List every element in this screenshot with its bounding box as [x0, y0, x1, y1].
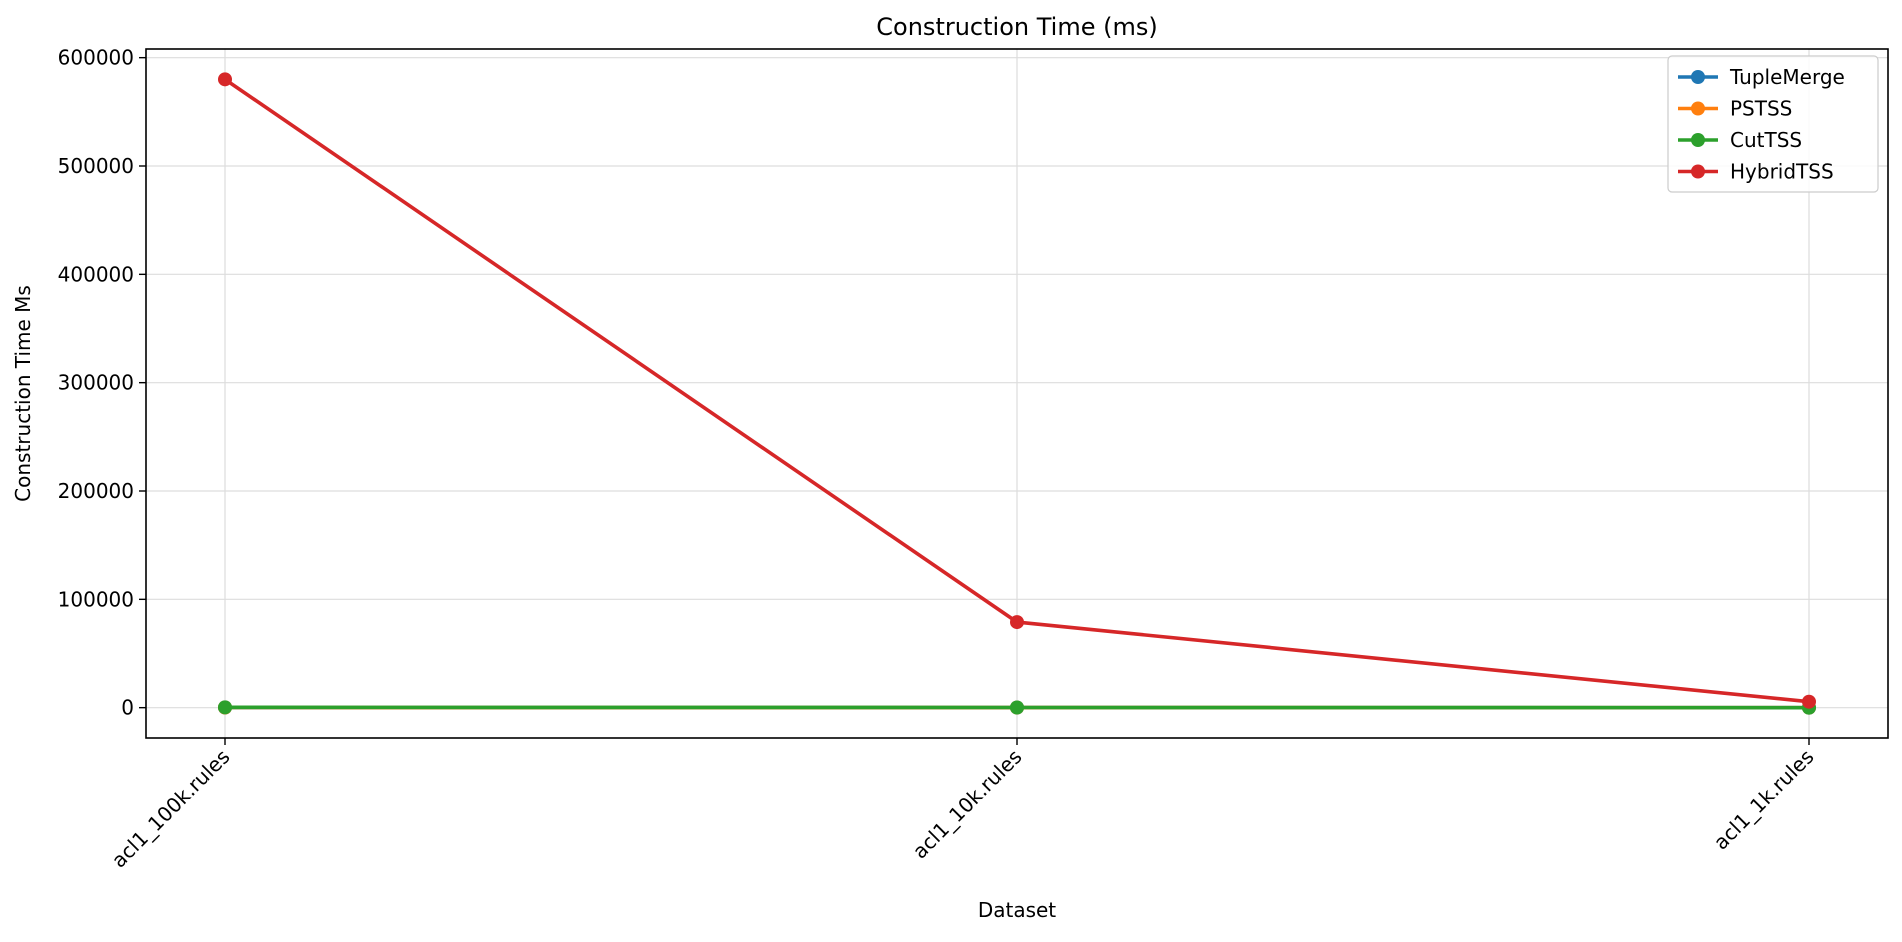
x-axis-label: Dataset	[978, 898, 1056, 922]
legend-marker	[1691, 165, 1705, 179]
legend-marker	[1691, 133, 1705, 147]
data-point	[218, 72, 232, 86]
grid-lines	[146, 49, 1888, 738]
legend-marker	[1691, 102, 1705, 116]
y-tick-label: 400000	[58, 262, 134, 286]
x-tick-label: acl1_1k.rules	[1709, 745, 1819, 855]
legend-label: TupleMerge	[1729, 65, 1845, 89]
legend-marker	[1691, 70, 1705, 84]
axes: 0 100000 200000 300000 400000 500000 600000 acl…	[58, 46, 1819, 873]
data-point	[1802, 695, 1816, 709]
y-tick-label: 500000	[58, 154, 134, 178]
data-point	[1010, 615, 1024, 629]
x-tick-label: acl1_10k.rules	[908, 745, 1027, 864]
legend: TupleMerge PSTSS CutTSS HybridTSS	[1668, 56, 1878, 192]
legend-label: PSTSS	[1730, 97, 1792, 121]
series-cuttss	[218, 700, 1816, 714]
y-tick-label: 100000	[58, 587, 134, 611]
data-point	[218, 700, 232, 714]
legend-label: CutTSS	[1730, 128, 1802, 152]
y-tick-label: 600000	[58, 46, 134, 70]
y-tick-label: 300000	[58, 371, 134, 395]
data-point	[1010, 701, 1024, 715]
y-axis-label: Construction Time Ms	[11, 285, 35, 502]
y-tick-label: 200000	[58, 479, 134, 503]
y-tick-label: 0	[121, 696, 134, 720]
legend-label: HybridTSS	[1730, 160, 1834, 184]
chart-title: Construction Time (ms)	[876, 13, 1157, 41]
x-tick-label: acl1_100k.rules	[107, 745, 235, 873]
